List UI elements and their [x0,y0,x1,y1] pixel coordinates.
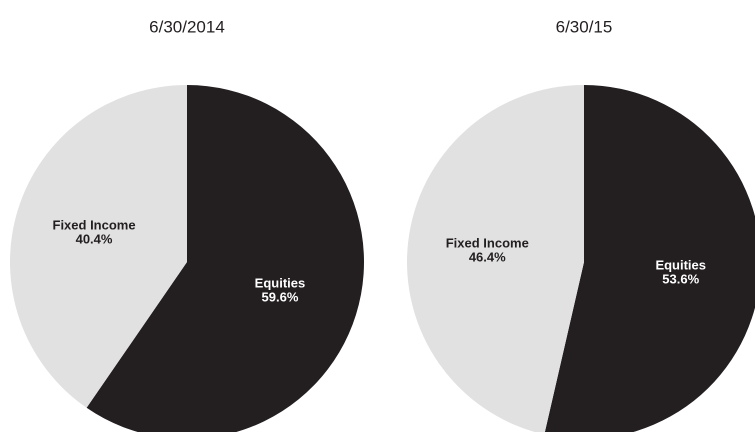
pie-slice [407,85,584,432]
slice-label: Equities [655,257,706,272]
slice-label: Equities [255,275,306,290]
chart-title: 6/30/2014 [149,17,225,36]
slice-value-label: 53.6% [662,271,699,286]
slice-label: Fixed Income [53,218,136,233]
pie-slice [10,85,188,408]
chart-title: 6/30/15 [556,17,613,36]
pie-slice [544,85,755,432]
slice-label: Fixed Income [446,235,529,250]
slice-value-label: 40.4% [76,232,113,247]
slice-value-label: 59.6% [262,289,299,304]
pie-slice [86,85,364,432]
slice-value-label: 46.4% [469,249,506,264]
